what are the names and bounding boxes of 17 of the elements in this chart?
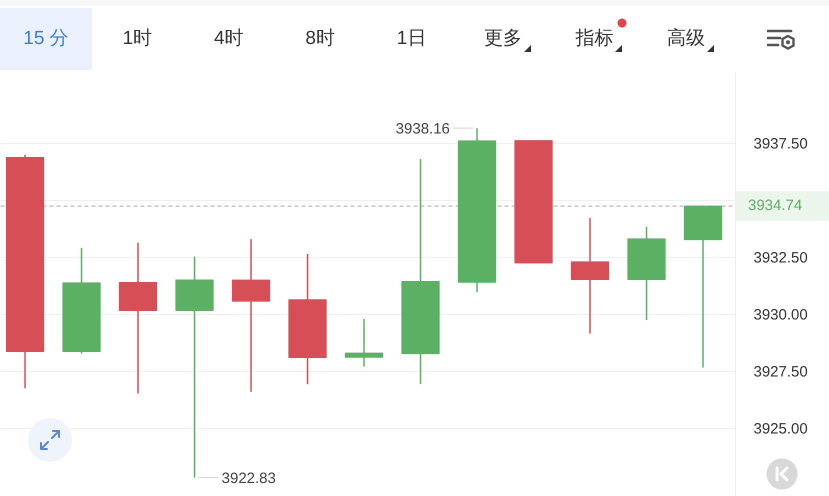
y-tick-label: 3937.50 xyxy=(754,136,808,153)
y-tick-label: 3930.00 xyxy=(754,306,808,324)
ref-line-label: 3934.74 xyxy=(748,196,802,215)
annotation: 3938.16 xyxy=(396,120,450,138)
tab-label: 15 分 xyxy=(23,27,69,52)
y-tick-label: 3927.50 xyxy=(754,364,808,381)
tab-label: 高级 xyxy=(666,25,705,53)
y-tick-label: 3925.00 xyxy=(754,420,808,438)
tab-label: 4时 xyxy=(214,27,244,52)
tab-label: 1日 xyxy=(396,27,426,52)
candlestick xyxy=(344,318,384,368)
tab-label: 1时 xyxy=(122,27,152,52)
y-tick-label: 3932.50 xyxy=(754,250,808,267)
tab-label: 更多 xyxy=(484,25,522,53)
tab-label: 指标 xyxy=(575,25,614,53)
tab-label: 8时 xyxy=(305,27,335,52)
annotation: 3922.83 xyxy=(222,470,276,488)
